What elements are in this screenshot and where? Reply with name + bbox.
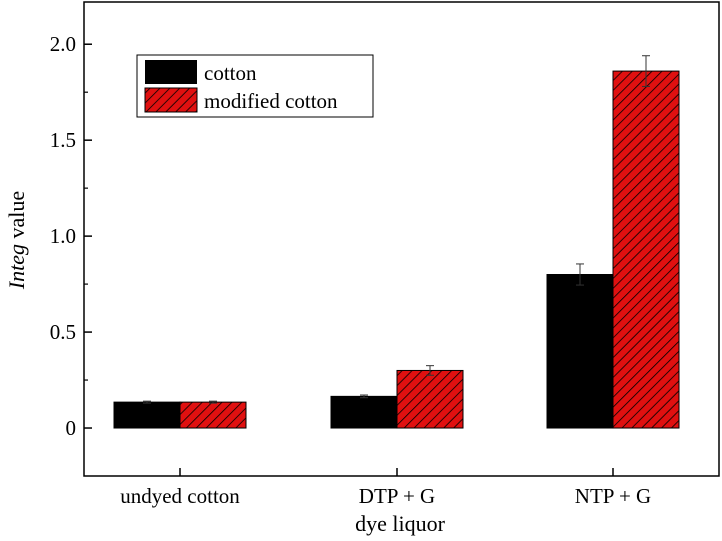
error-bar-cotton-ntp-g	[576, 263, 584, 286]
error-bar-modified-cotton-ntp-g	[642, 55, 650, 87]
error-bar-modified-cotton-dtp-g	[426, 365, 434, 376]
x-tick-label-ntp-g: NTP + G	[575, 484, 651, 508]
bar-modified-cotton-ntp-g	[612, 70, 680, 429]
y-axis-title: Integ value	[4, 191, 29, 290]
plot-area-frame	[83, 1, 720, 477]
y-tick-label: 0	[66, 416, 77, 440]
bar-modified-cotton-dtp-g	[396, 369, 464, 429]
legend-swatch-cotton	[145, 60, 197, 84]
error-bars-layer	[143, 55, 650, 404]
x-axis-title: dye liquor	[355, 511, 445, 536]
y-axis-title-rest: value	[4, 191, 29, 244]
error-bar-cotton-undyed-cotton	[143, 400, 151, 404]
bar-cotton-ntp-g	[546, 274, 614, 429]
y-tick-label: 2.0	[50, 32, 76, 56]
y-tick-label: 1.5	[50, 128, 76, 152]
y-axis-title-italic: Integ	[4, 244, 29, 290]
legend: cotton modified cotton	[136, 54, 374, 118]
x-tick-label-dtp-g: DTP + G	[359, 484, 435, 508]
bars-layer	[113, 70, 680, 429]
bar-cotton-dtp-g	[330, 395, 398, 429]
error-bar-cotton-dtp-g	[360, 394, 368, 399]
error-bar-modified-cotton-undyed-cotton	[209, 400, 217, 404]
x-tick-label-undyed-cotton: undyed cotton	[120, 484, 240, 508]
axis-ticks-layer: 0 0.5 1.0 1.5 2.0 undyed cotton DTP + G NTP + G	[50, 32, 651, 508]
legend-swatch-modified-cotton	[144, 87, 198, 113]
legend-label-cotton: cotton	[204, 61, 257, 85]
bar-cotton-undyed-cotton	[113, 401, 181, 429]
legend-label-modified-cotton: modified cotton	[204, 89, 338, 113]
y-tick-label: 0.5	[50, 320, 76, 344]
bar-modified-cotton-undyed-cotton	[179, 401, 247, 429]
y-tick-label: 1.0	[50, 224, 76, 248]
